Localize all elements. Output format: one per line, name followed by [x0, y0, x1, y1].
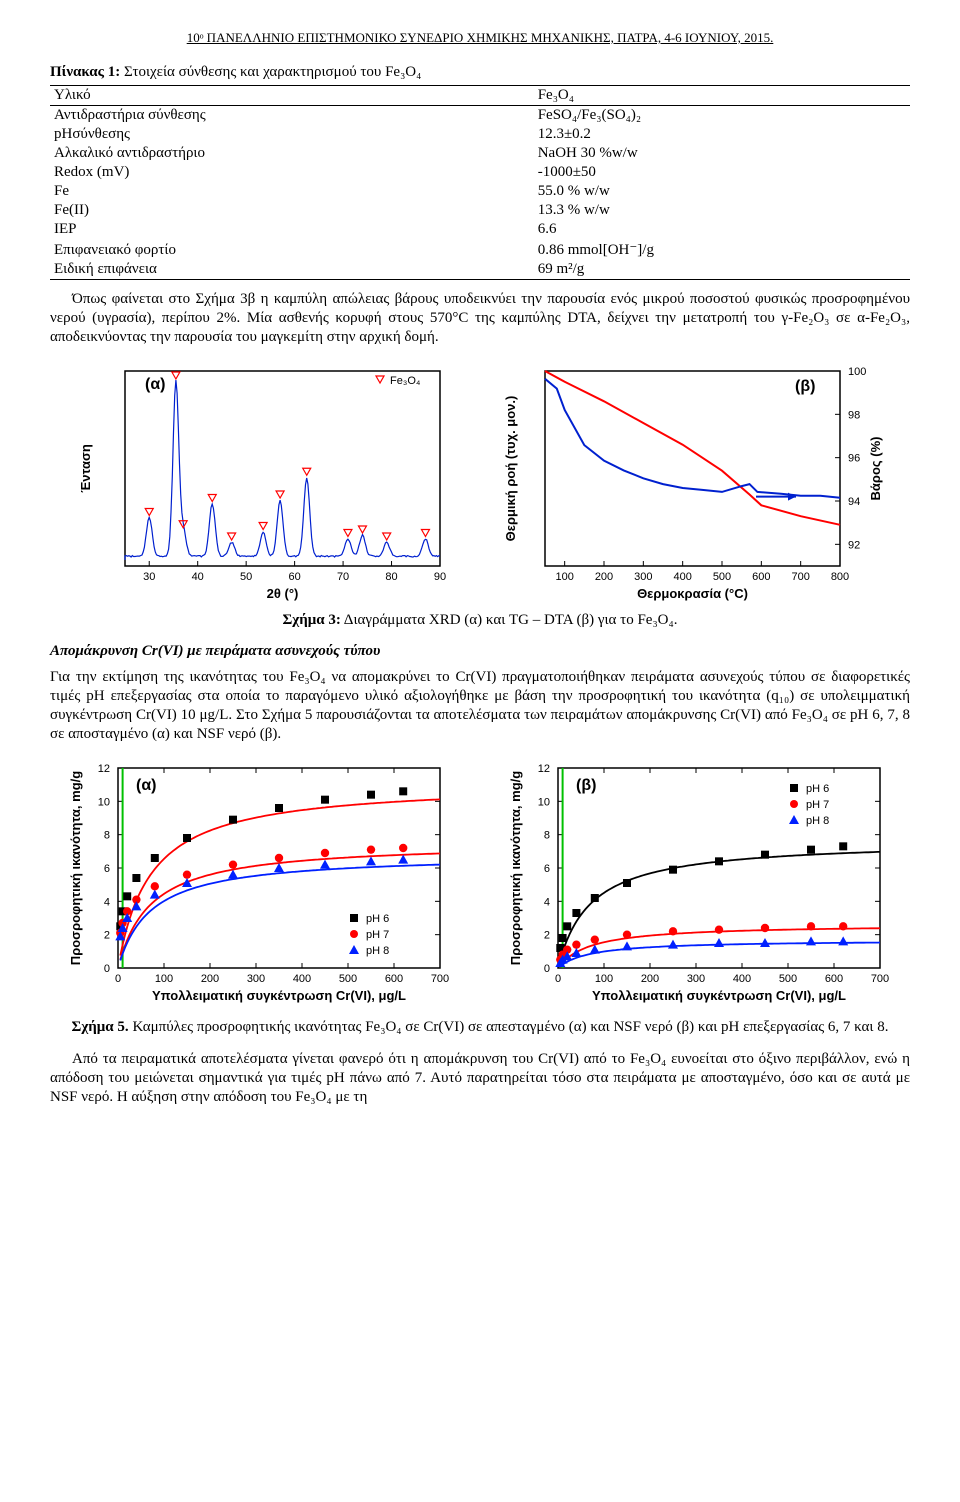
- table1-caption: Πίνακας 1: Στοιχεία σύνθεσης και χαρακτη…: [50, 64, 910, 81]
- svg-text:4: 4: [544, 897, 550, 909]
- svg-text:500: 500: [339, 973, 357, 985]
- svg-text:Υπολλειματική συγκέντρωση Cr(V: Υπολλειματική συγκέντρωση Cr(VI), μg/L: [592, 988, 846, 1003]
- svg-text:pH 8: pH 8: [806, 815, 829, 827]
- svg-text:0: 0: [544, 963, 550, 975]
- svg-text:pH 7: pH 7: [806, 799, 829, 811]
- svg-text:94: 94: [848, 496, 860, 508]
- figure3-caption: Σχήμα 3: Διαγράμματα XRD (α) και TG – DT…: [50, 612, 910, 629]
- table-row: Fe(II)13.3 % w/w: [50, 201, 910, 220]
- svg-text:Fe₃O₄: Fe₃O₄: [390, 375, 421, 387]
- svg-text:300: 300: [634, 571, 652, 583]
- svg-text:200: 200: [201, 973, 219, 985]
- svg-text:8: 8: [104, 830, 110, 842]
- svg-text:300: 300: [687, 973, 705, 985]
- svg-text:80: 80: [385, 571, 397, 583]
- svg-text:pH 7: pH 7: [366, 929, 389, 941]
- svg-text:100: 100: [848, 366, 866, 378]
- table-row: Fe55.0 % w/w: [50, 182, 910, 201]
- svg-text:200: 200: [595, 571, 613, 583]
- svg-text:0: 0: [115, 973, 121, 985]
- svg-text:4: 4: [104, 897, 110, 909]
- svg-text:12: 12: [538, 763, 550, 775]
- figure3b-tgdta: 100 200 300 400 500 600 700 800 92 94 96 98 100 Θερμο…: [490, 356, 890, 606]
- figure3-row: 30 40 50 60 70 80 90 2θ (°) Ένταση (α) Fe₃O₄ 100 20…: [50, 356, 910, 606]
- page-header: 10ᵒ ΠΑΝΕΛΛΗΝΙΟ ΕΠΙΣΤΗΜΟΝΙΚΟ ΣΥΝΕΔΡΙΟ ΧΗΜ…: [50, 30, 910, 46]
- table1: Υλικό Fe₃O₄ Αντιδραστήρια σύνθεσηςFeSO₄/…: [50, 85, 910, 280]
- figure5-row: 0100200300400500600700024681012Υπολλειμα…: [50, 753, 910, 1013]
- table1-caption-bold: Πίνακας 1:: [50, 64, 120, 80]
- svg-text:600: 600: [825, 973, 843, 985]
- svg-text:100: 100: [155, 973, 173, 985]
- svg-text:0: 0: [555, 973, 561, 985]
- table1-head-left: Υλικό: [50, 86, 534, 106]
- table-row: Αλκαλικό αντιδραστήριοNaOH 30 %w/w: [50, 144, 910, 163]
- svg-text:pH 6: pH 6: [366, 913, 389, 925]
- svg-text:700: 700: [431, 973, 449, 985]
- table1-caption-text: Στοιχεία σύνθεσης και χαρακτηρισμού του …: [120, 64, 421, 80]
- svg-text:400: 400: [293, 973, 311, 985]
- svg-text:100: 100: [555, 571, 573, 583]
- svg-text:Προσροφητική ικανότητα, mg/g: Προσροφητική ικανότητα, mg/g: [508, 771, 523, 965]
- table-row: IEP6.6: [50, 220, 910, 239]
- table1-head-right: Fe₃O₄: [534, 86, 910, 106]
- svg-text:pH 8: pH 8: [366, 945, 389, 957]
- svg-text:96: 96: [848, 453, 860, 465]
- figure5a: 0 100 200 300 400 500 600 700 0 2 4 6 8 10 12 Υπολλειμα…: [60, 753, 460, 1013]
- svg-text:Θερμική ροή (τυχ. μον.): Θερμική ροή (τυχ. μον.): [503, 396, 518, 542]
- svg-text:400: 400: [673, 571, 691, 583]
- svg-text:(α): (α): [145, 376, 166, 393]
- svg-text:70: 70: [337, 571, 349, 583]
- svg-text:10: 10: [98, 797, 110, 809]
- svg-text:400: 400: [733, 973, 751, 985]
- svg-text:200: 200: [641, 973, 659, 985]
- svg-text:0: 0: [104, 963, 110, 975]
- svg-text:40: 40: [192, 571, 204, 583]
- table-row: pHσύνθεσης12.3±0.2: [50, 125, 910, 144]
- section-title: Απομάκρυνση Cr(VI) με πειράματα ασυνεχού…: [50, 643, 910, 660]
- table-row: Redox (mV)-1000±50: [50, 163, 910, 182]
- svg-text:(β): (β): [576, 777, 596, 794]
- svg-text:90: 90: [434, 571, 446, 583]
- svg-text:500: 500: [713, 571, 731, 583]
- svg-text:6: 6: [544, 863, 550, 875]
- svg-text:6: 6: [104, 863, 110, 875]
- svg-text:Υπολλειματική συγκέντρωση Cr(V: Υπολλειματική συγκέντρωση Cr(VI), μg/L: [152, 988, 406, 1003]
- svg-text:Βάρος (%): Βάρος (%): [868, 437, 883, 501]
- svg-text:800: 800: [831, 571, 849, 583]
- svg-text:700: 700: [871, 973, 889, 985]
- svg-text:2: 2: [104, 930, 110, 942]
- paragraph-1: Όπως φαίνεται στο Σχήμα 3β η καμπύλη απώ…: [50, 290, 910, 346]
- table-row: Αντιδραστήρια σύνθεσηςFeSO₄/Fe₃(SO₄)₂: [50, 106, 910, 126]
- svg-text:pH 6: pH 6: [806, 783, 829, 795]
- svg-text:30: 30: [143, 571, 155, 583]
- table-row: Επιφανειακό φορτίο0.86 mmol[OH⁻]/g: [50, 239, 910, 260]
- figure3a-xrd: 30 40 50 60 70 80 90 2θ (°) Ένταση (α) Fe₃O₄: [70, 356, 450, 606]
- svg-text:92: 92: [848, 540, 860, 552]
- svg-text:98: 98: [848, 410, 860, 422]
- svg-text:50: 50: [240, 571, 252, 583]
- paragraph-3: Από τα πειραματικά αποτελέσματα γίνεται …: [50, 1050, 910, 1106]
- svg-text:(α): (α): [136, 777, 157, 794]
- svg-text:8: 8: [544, 830, 550, 842]
- table1-header-row: Υλικό Fe₃O₄: [50, 86, 910, 106]
- svg-text:Θερμοκρασία (°C): Θερμοκρασία (°C): [637, 586, 748, 601]
- paragraph-2: Για την εκτίμηση της ικανότητας του Fe₃O…: [50, 668, 910, 743]
- table-row: Ειδική επιφάνεια69 m²/g: [50, 260, 910, 280]
- svg-text:12: 12: [98, 763, 110, 775]
- svg-text:600: 600: [385, 973, 403, 985]
- svg-text:(β): (β): [795, 378, 815, 395]
- svg-text:60: 60: [288, 571, 300, 583]
- svg-text:Προσροφητική ικανότητα, mg/g: Προσροφητική ικανότητα, mg/g: [68, 771, 83, 965]
- svg-text:Ένταση: Ένταση: [78, 444, 93, 493]
- svg-text:10: 10: [538, 797, 550, 809]
- svg-text:600: 600: [752, 571, 770, 583]
- figure5b: 0 100 200 300 400 500 600 700 0 2 4 6 8 10 12 Υπολλειμα…: [500, 753, 900, 1013]
- svg-text:2: 2: [544, 930, 550, 942]
- figure5-caption: Σχήμα 5. Καμπύλες προσροφητικής ικανότητ…: [50, 1019, 910, 1036]
- svg-text:100: 100: [595, 973, 613, 985]
- svg-text:500: 500: [779, 973, 797, 985]
- svg-text:700: 700: [791, 571, 809, 583]
- svg-text:2θ (°): 2θ (°): [267, 586, 299, 601]
- svg-text:300: 300: [247, 973, 265, 985]
